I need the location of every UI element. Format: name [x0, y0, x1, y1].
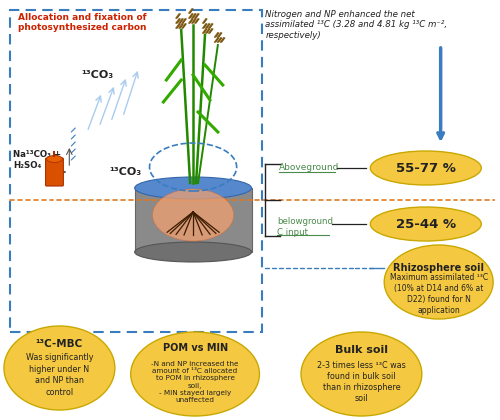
- Text: Rhizosphere soil: Rhizosphere soil: [393, 263, 484, 273]
- Text: Maximum assimilated ¹³C
(10% at D14 and 6% at
D22) found for N
application: Maximum assimilated ¹³C (10% at D14 and …: [390, 273, 488, 315]
- Ellipse shape: [152, 189, 234, 241]
- FancyBboxPatch shape: [134, 188, 252, 252]
- Text: Allocation and fixation of
photosynthesized carbon: Allocation and fixation of photosynthesi…: [18, 13, 146, 32]
- Ellipse shape: [301, 332, 422, 416]
- Text: POM vs MIN: POM vs MIN: [162, 343, 228, 353]
- Text: Na¹³CO₃ +
H₂SO₄: Na¹³CO₃ + H₂SO₄: [13, 150, 61, 171]
- Text: ¹³CO₃: ¹³CO₃: [81, 70, 114, 80]
- Text: ¹³CO₃: ¹³CO₃: [109, 167, 141, 177]
- Ellipse shape: [370, 207, 481, 241]
- Text: 2-3 times less ¹³C was
found in bulk soil
than in rhizosphere
soil: 2-3 times less ¹³C was found in bulk soi…: [317, 361, 406, 403]
- Text: 25-44 %: 25-44 %: [396, 218, 456, 231]
- Ellipse shape: [130, 332, 260, 416]
- Text: 55-77 %: 55-77 %: [396, 162, 456, 174]
- Text: Was significantly
higher under N
and NP than
control: Was significantly higher under N and NP …: [26, 353, 93, 396]
- Ellipse shape: [4, 326, 115, 410]
- FancyBboxPatch shape: [46, 158, 64, 186]
- Text: Bulk soil: Bulk soil: [335, 345, 388, 355]
- Ellipse shape: [384, 245, 493, 319]
- Ellipse shape: [134, 177, 252, 199]
- Text: ¹³C-MBC: ¹³C-MBC: [36, 339, 83, 349]
- Text: belowground
C input: belowground C input: [278, 217, 334, 237]
- Ellipse shape: [46, 155, 62, 163]
- Text: -N and NP increased the
amount of ¹³C allocated
to POM in rhizosphere
soil,
- MI: -N and NP increased the amount of ¹³C al…: [152, 361, 239, 403]
- Ellipse shape: [370, 151, 481, 185]
- Ellipse shape: [134, 242, 252, 262]
- Text: Aboveground: Aboveground: [279, 163, 340, 173]
- Text: Nitrogen and NP enhanced the net
assimilated ¹³C (3.28 and 4.81 kg ¹³C m⁻²,
resp: Nitrogen and NP enhanced the net assimil…: [266, 10, 448, 40]
